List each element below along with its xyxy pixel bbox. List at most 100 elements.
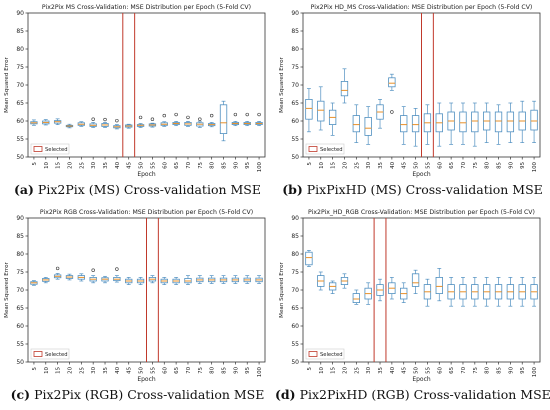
box [352, 293, 360, 303]
x-axis-label: Epoch [412, 376, 431, 383]
x-tick-label: 65 [449, 162, 455, 169]
x-tick-label: 100 [257, 366, 263, 377]
box-70 [184, 115, 192, 127]
box [471, 111, 479, 133]
y-tick-label: 90 [16, 215, 24, 222]
box-45 [400, 106, 408, 145]
box-15 [53, 118, 62, 125]
y-tick-label: 50 [16, 359, 24, 366]
caption-letter: (d) [275, 387, 296, 402]
caption-text: Pix2PixHD (RGB) Cross-validation MSE [299, 387, 550, 402]
caption-a: (a) Pix2Pix (MS) Cross-validation MSE [0, 182, 275, 197]
box-100 [530, 277, 538, 307]
chart-title: Pix2Pix RGB Cross-Validation: MSE Distri… [40, 209, 253, 216]
y-tick-label: 85 [291, 28, 299, 35]
box-70 [459, 102, 467, 145]
x-tick-label: 55 [150, 367, 156, 374]
box-90 [231, 275, 240, 284]
x-tick-label: 75 [198, 162, 204, 169]
box [459, 111, 467, 133]
x-tick-label: 60 [162, 161, 168, 168]
x-tick-label: 30 [366, 161, 372, 168]
caption-text: Pix2Pix (RGB) Cross-validation MSE [34, 387, 265, 402]
x-tick-label: 90 [508, 366, 514, 373]
x-tick-label: 20 [342, 366, 348, 373]
box [400, 115, 408, 133]
x-tick-label: 5 [307, 162, 313, 165]
x-tick-label: 55 [150, 162, 156, 169]
x-tick-label: 15 [331, 162, 337, 169]
x-tick-label: 25 [79, 162, 85, 169]
outlier-point [115, 118, 119, 123]
outlier-point [390, 110, 394, 114]
x-tick-label: 30 [366, 366, 372, 373]
x-tick-label: 85 [222, 367, 228, 374]
x-tick-label: 10 [319, 366, 325, 373]
chart-title: Pix2Pix HD_MS Cross-Validation: MSE Dist… [311, 4, 533, 11]
x-tick-label: 45 [402, 162, 408, 169]
legend-swatch [33, 146, 43, 152]
box-75 [196, 275, 204, 284]
x-tick-label: 70 [461, 161, 467, 168]
y-tick-label: 60 [16, 118, 24, 125]
outlier-point [174, 112, 178, 117]
outlier-point [91, 117, 95, 121]
x-tick-label: 30 [91, 366, 97, 373]
legend-label: Selected [45, 147, 68, 153]
panel-c: Pix2Pix RGB Cross-Validation: MSE Distri… [0, 205, 275, 410]
x-tick-label: 60 [162, 366, 168, 373]
legend: Selected [30, 348, 70, 360]
box-55 [423, 278, 432, 307]
y-tick-label: 75 [291, 269, 299, 276]
box-90 [231, 112, 240, 127]
outlier-point [233, 112, 238, 117]
x-tick-label: 25 [354, 162, 360, 169]
box [530, 109, 538, 131]
x-tick-label: 10 [44, 161, 50, 168]
box-55 [423, 104, 432, 145]
box-70 [459, 277, 467, 307]
box [411, 273, 420, 287]
x-tick-label: 40 [390, 161, 396, 168]
x-tick-label: 50 [414, 366, 420, 373]
y-tick-label: 55 [16, 341, 24, 348]
chart-title: Pix2Pix MS Cross-Validation: MSE Distrib… [42, 4, 251, 11]
box [219, 104, 228, 135]
caption-c: (c) Pix2Pix (RGB) Cross-validation MSE [0, 387, 275, 402]
chart-b: Pix2Pix HD_MS Cross-Validation: MSE Dist… [279, 4, 541, 178]
x-tick-label: 15 [56, 367, 62, 374]
box-75 [196, 117, 204, 128]
x-tick-label: 90 [233, 366, 239, 373]
y-axis-label: Mean Squared Error [4, 56, 10, 112]
outlier-point [257, 112, 261, 117]
legend-swatch [33, 351, 43, 357]
panel-a: Pix2Pix MS Cross-Validation: MSE Distrib… [0, 0, 275, 205]
box-5 [30, 280, 38, 286]
panel-b: Pix2Pix HD_MS Cross-Validation: MSE Dist… [275, 0, 550, 205]
box-25 [77, 273, 85, 282]
x-tick-label: 55 [425, 367, 431, 374]
box-10 [42, 277, 50, 284]
box-25 [352, 104, 360, 143]
y-tick-label: 80 [291, 251, 299, 258]
chart-c: Pix2Pix RGB Cross-Validation: MSE Distri… [4, 209, 266, 383]
box-20 [65, 123, 74, 129]
legend-label: Selected [45, 352, 68, 358]
box-65 [172, 112, 180, 127]
box-30 [364, 106, 372, 145]
caption-letter: (b) [282, 182, 303, 197]
x-tick-label: 80 [210, 161, 216, 168]
chart-a: Pix2Pix MS Cross-Validation: MSE Distrib… [4, 4, 266, 178]
x-tick-label: 15 [56, 162, 62, 169]
x-tick-label: 75 [473, 162, 479, 169]
x-tick-label: 10 [44, 366, 50, 373]
x-tick-label: 85 [497, 367, 503, 374]
x-tick-label: 65 [174, 162, 180, 169]
y-tick-label: 70 [16, 287, 24, 294]
outlier-point [150, 117, 155, 121]
box-15 [328, 280, 337, 294]
legend: Selected [30, 143, 70, 155]
box-20 [65, 273, 74, 281]
box-5 [305, 88, 313, 133]
y-tick-label: 80 [291, 46, 299, 53]
